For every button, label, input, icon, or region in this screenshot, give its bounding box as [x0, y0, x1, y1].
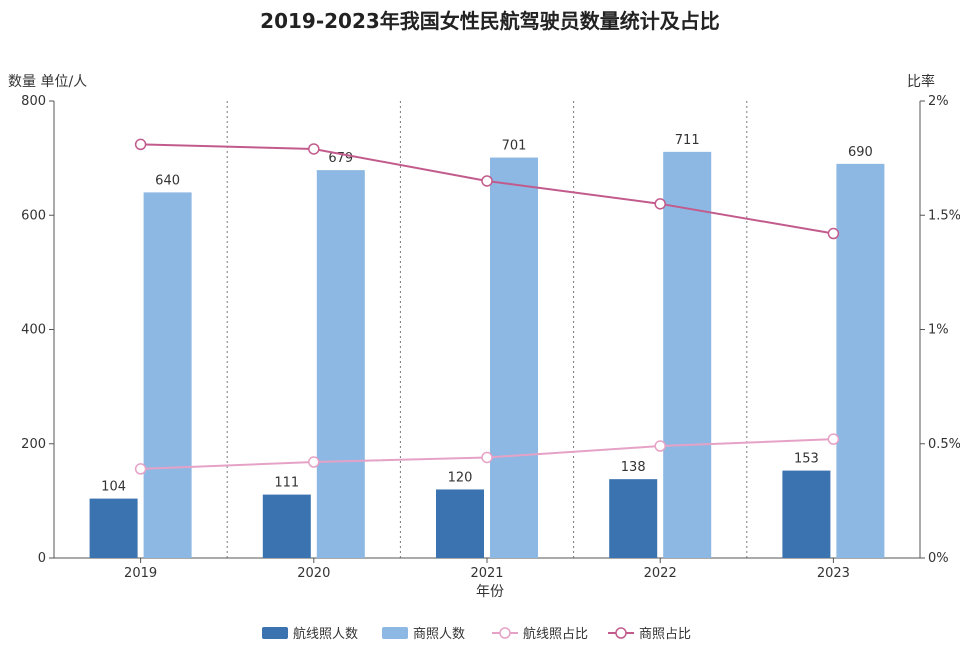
line-point [134, 463, 147, 475]
legend-label: 商照人数 [413, 627, 465, 642]
bar [609, 479, 658, 558]
legend: 航线照人数 商照人数 航线照占比 商照占比 [262, 626, 691, 642]
x-tick-label: 2021 [470, 566, 503, 581]
x-tick-label: 2023 [817, 566, 850, 581]
y-tick-label: 600 [21, 208, 46, 223]
bar [663, 151, 712, 558]
series-line [140, 143, 834, 235]
bar-value-label: 111 [274, 476, 299, 491]
chart-title: 2019-2023年我国女性民航驾驶员数量统计及占比 [260, 9, 720, 33]
bar [436, 489, 484, 558]
bar [262, 494, 311, 558]
bar [89, 498, 138, 558]
y-tick-label: 400 [21, 323, 46, 338]
legend-marker [499, 627, 511, 639]
line-point [308, 143, 320, 155]
y-axis-title: 数量 单位/人 [8, 74, 87, 90]
y2-tick-label: 0% [928, 551, 949, 566]
y2-tick-label: 1% [928, 323, 949, 338]
y2-tick-label: 2% [928, 94, 949, 109]
x-tick-label: 2022 [644, 566, 677, 581]
legend-label: 航线照人数 [293, 626, 358, 642]
bar [836, 163, 885, 558]
line-point [654, 440, 666, 452]
bar [316, 170, 365, 558]
line-point [308, 456, 320, 468]
bar-value-label: 153 [794, 452, 819, 467]
line-point [481, 451, 493, 464]
line-point [827, 433, 840, 445]
y2-axis-title: 比率 [907, 73, 935, 90]
x-tick-label: 2019 [124, 566, 157, 581]
bar-value-label: 120 [448, 470, 473, 485]
line-point [654, 198, 666, 210]
bar-value-label: 711 [675, 133, 700, 148]
y2-tick-label: 0.5% [928, 437, 960, 452]
bar [490, 157, 538, 558]
bar [143, 192, 192, 558]
legend-swatch [382, 627, 408, 639]
plot-area: 0 200 400 600 800 0% 0.5% 1% 1.5% 2% 2019 2020 2021 2… [21, 94, 960, 581]
y-tick-label: 0 [38, 551, 46, 566]
x-tick-label: 2020 [297, 566, 330, 581]
y-tick-label: 200 [21, 437, 46, 452]
bar-value-label: 104 [101, 480, 126, 495]
legend-swatch [262, 627, 288, 639]
bar-value-label: 701 [502, 139, 527, 154]
line-point [481, 175, 493, 187]
bar-value-label: 138 [621, 460, 646, 475]
bar-value-label: 640 [155, 173, 180, 188]
legend-label: 商照占比 [639, 627, 691, 642]
line-point [827, 227, 840, 240]
x-axis-title: 年份 [476, 584, 504, 600]
bar [782, 470, 831, 558]
legend-label: 航线照占比 [523, 626, 588, 642]
line-point [134, 138, 147, 151]
bar-value-label: 690 [848, 145, 873, 160]
y-tick-label: 800 [21, 94, 46, 109]
legend-marker [615, 627, 627, 639]
y2-tick-label: 1.5% [928, 208, 960, 223]
